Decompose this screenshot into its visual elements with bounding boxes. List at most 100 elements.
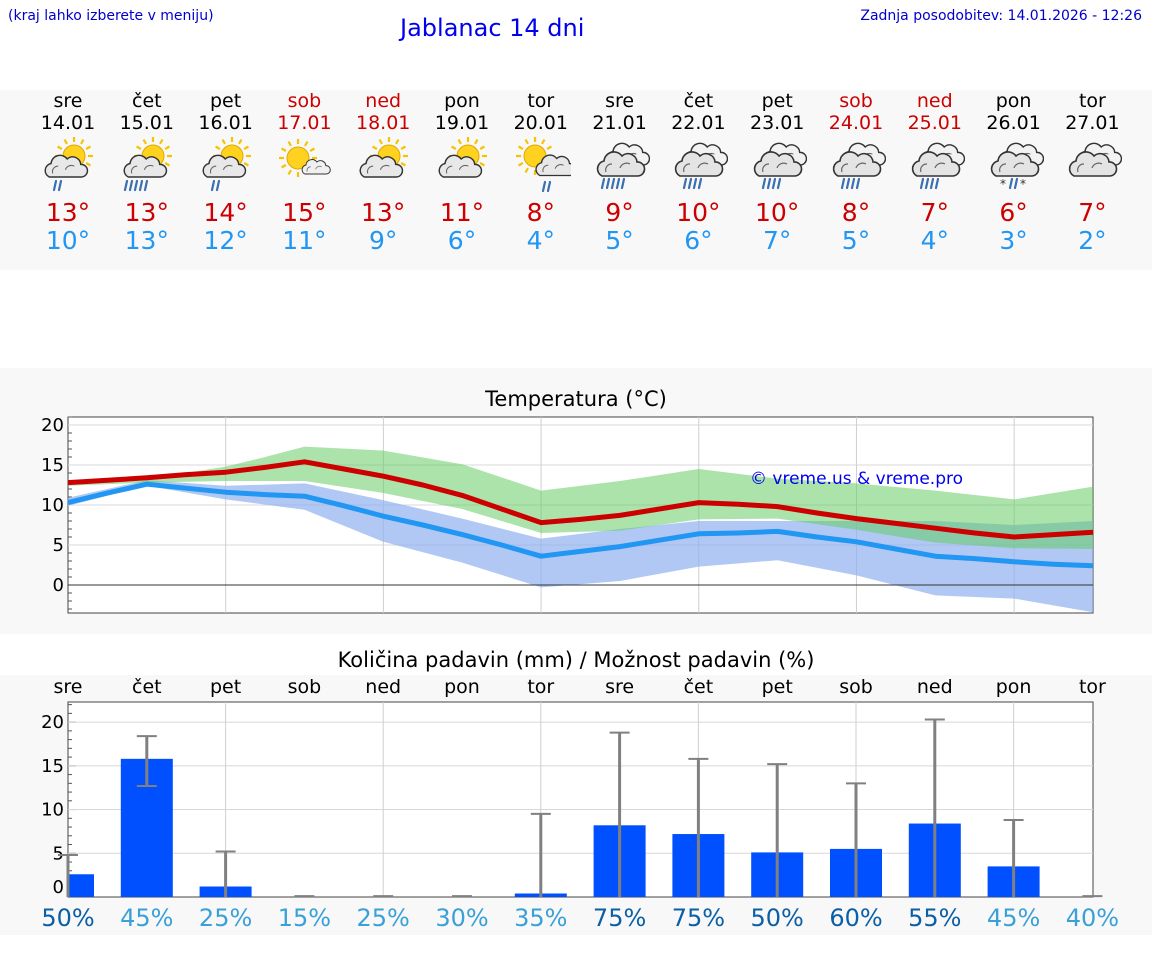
cloud-detail: [445, 164, 469, 174]
max-temperature: 10°: [676, 198, 721, 227]
sun-ray: [400, 145, 407, 150]
day-name: tor: [1078, 90, 1106, 112]
precip-probability: 15%: [277, 904, 332, 932]
precip-probability: 35%: [514, 904, 568, 932]
location-hint: (kraj lahko izberete v meniju): [8, 8, 214, 24]
cloud-body: [202, 154, 246, 178]
min-temperature: 3°: [999, 226, 1028, 255]
max-temperature-line: [67, 459, 1094, 540]
rain-drop: [138, 179, 143, 192]
rain-drop: [777, 177, 782, 190]
rain-drop: [57, 179, 63, 192]
precip-probability: 45%: [986, 904, 1041, 932]
cloud-shape: [675, 151, 724, 177]
sun-ray: [457, 138, 462, 145]
precip-probability: 40%: [1065, 904, 1120, 932]
sun-ray: [372, 145, 378, 150]
rain-drop: [128, 179, 133, 192]
max-temperature: 13°: [45, 198, 91, 227]
temp-y-tick-label: 10: [41, 495, 64, 516]
cloud-detail: [307, 165, 323, 172]
cloud-detail: [604, 162, 630, 173]
day-name: sre: [53, 90, 83, 112]
rain-drop: [850, 177, 856, 190]
cloud-body: [911, 151, 961, 177]
cloud-shape: [302, 159, 332, 175]
sun-ray: [304, 140, 309, 147]
day-date: 22.01: [671, 112, 726, 134]
cloud-shape: [202, 154, 246, 178]
min-temperature: 2°: [1078, 226, 1107, 255]
sun-shape: [515, 137, 554, 175]
precip-y-tick-label: 10: [41, 800, 64, 821]
max-temperature: 6°: [999, 198, 1028, 227]
weather-sun-cloud-icon: [432, 136, 492, 196]
rain-drop: [698, 177, 703, 190]
rain-drop: [123, 179, 128, 192]
cloud-body: [438, 154, 483, 178]
rain-drop: [1008, 177, 1013, 190]
precip-y-tick-label: 20: [41, 712, 64, 733]
min-temperature: 4°: [920, 226, 949, 255]
weather-cloud-rain-icon: [668, 136, 729, 196]
cloud-shape: [990, 151, 1039, 177]
temp-y-tick-label: 15: [41, 455, 64, 476]
cloud-detail: [1077, 162, 1103, 173]
day-name: sob: [839, 90, 873, 112]
weather-sun-cloud-rain-icon: [196, 136, 256, 196]
cloud-detail: [998, 162, 1024, 173]
temp-y-tick-label: 20: [41, 415, 64, 436]
rain-drop: [693, 177, 698, 190]
day-name: ned: [916, 90, 953, 112]
min-temperature: 7°: [762, 226, 792, 255]
sun-ray: [474, 138, 479, 145]
cloud-detail: [51, 164, 75, 174]
page-title: Jablanac 14 dni: [400, 14, 585, 42]
cloud-body: [675, 151, 724, 177]
cloud-body: [832, 151, 882, 177]
cloud-body: [123, 154, 167, 178]
day-name: pon: [995, 90, 1032, 112]
day-name: sob: [287, 90, 322, 112]
day-name: sre: [605, 90, 635, 112]
cloud-shape: [1069, 151, 1118, 177]
weather-cloud-heavy-rain-icon: [590, 136, 650, 196]
precip-probability: 25%: [198, 904, 253, 932]
cloud-shape: [359, 154, 404, 178]
min-temperature: 5°: [841, 226, 871, 255]
cloud-body: [302, 159, 332, 175]
cloud-shape: [596, 151, 645, 177]
rain-drop: [620, 177, 625, 190]
sun-ray: [546, 145, 552, 150]
precip-day-label: ned: [365, 676, 402, 698]
precip-probability: 50%: [750, 904, 804, 932]
precip-day-label: pon: [995, 676, 1032, 698]
min-temperature: 12°: [203, 226, 248, 255]
sun-disc: [286, 146, 310, 170]
day-date: 14.01: [40, 112, 96, 134]
sun-ray: [164, 162, 170, 167]
precip-day-label: sre: [53, 676, 83, 698]
precip-day-label: tor: [1078, 676, 1106, 698]
max-temperature: 7°: [920, 198, 949, 227]
cloud-body: [596, 151, 645, 177]
sun-ray: [85, 145, 92, 150]
precip-day-label: pet: [761, 676, 793, 698]
max-temperature: 8°: [526, 198, 555, 227]
cloud-shape: [753, 151, 803, 177]
day-name: tor: [527, 90, 555, 112]
sun-ray: [517, 145, 524, 150]
sun-ray: [281, 164, 287, 169]
day-date: 26.01: [986, 112, 1041, 134]
sun-ray: [221, 138, 226, 145]
max-temperature: 8°: [841, 198, 871, 227]
snow-flake: *: [1000, 177, 1006, 191]
sun-ray: [540, 138, 546, 145]
sun-ray: [395, 138, 400, 145]
precip-probability: 55%: [908, 904, 962, 932]
day-date: 18.01: [355, 112, 411, 134]
rain-drop: [615, 177, 620, 190]
day-date: 27.01: [1065, 112, 1120, 134]
rain-drop: [605, 177, 610, 190]
sun-ray: [80, 138, 85, 145]
